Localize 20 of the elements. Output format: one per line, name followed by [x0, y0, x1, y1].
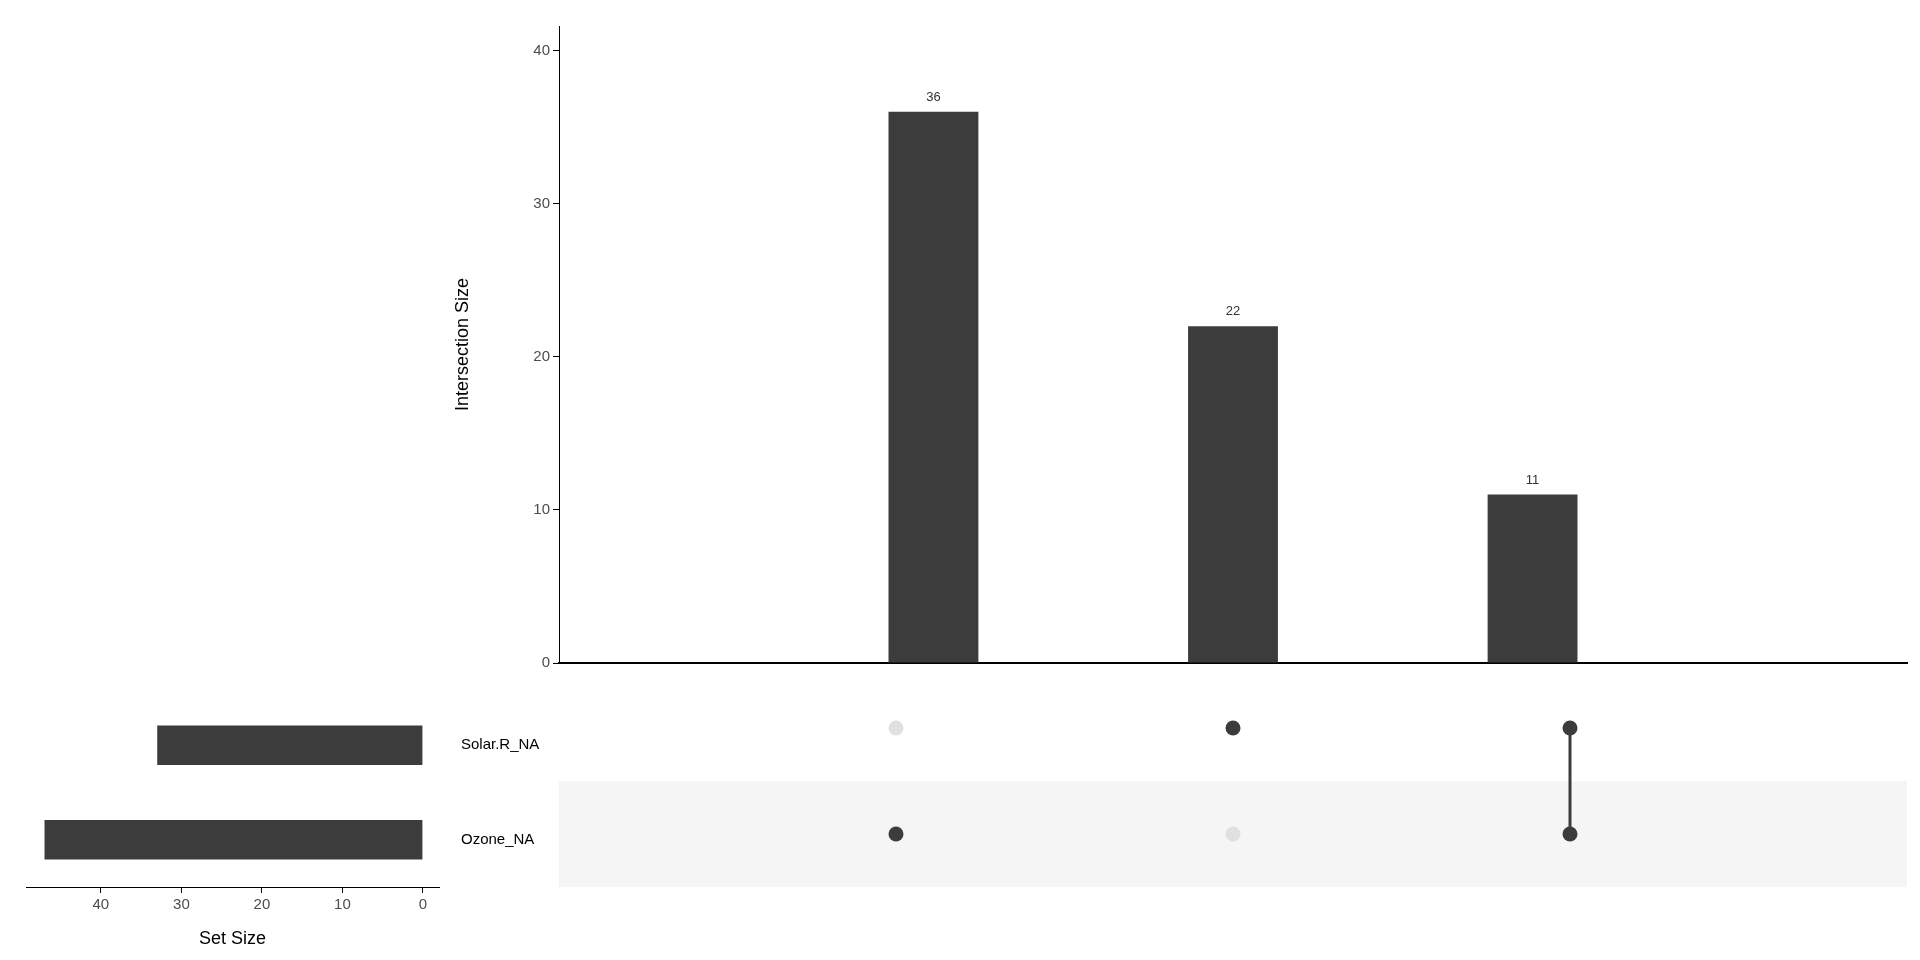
x-axis-title: Set Size	[198, 928, 267, 949]
x-tick-label: 30	[173, 895, 190, 913]
data-label: 36	[926, 88, 941, 104]
y-axis-title: Intersection Size	[451, 277, 472, 412]
y-tick-label: 30	[533, 193, 550, 211]
y-tick-label: Solar.R_NA	[461, 735, 540, 753]
y-tick-label: 40	[533, 40, 550, 58]
x-tick-label: 0	[418, 895, 428, 913]
y-tick-label: 10	[533, 500, 550, 518]
y-tick-label: 20	[533, 346, 550, 364]
bar	[1188, 326, 1278, 663]
x-tick-label: 40	[92, 895, 110, 913]
x-tick-label: 10	[334, 895, 351, 913]
bar	[888, 111, 979, 663]
bar	[1487, 494, 1578, 663]
data-label: 11	[1525, 471, 1540, 487]
x-tick-label: 20	[253, 895, 271, 913]
data-label: 22	[1225, 303, 1241, 319]
y-tick-label: 0	[541, 653, 550, 671]
y-tick-label: Ozone_NA	[461, 829, 535, 847]
